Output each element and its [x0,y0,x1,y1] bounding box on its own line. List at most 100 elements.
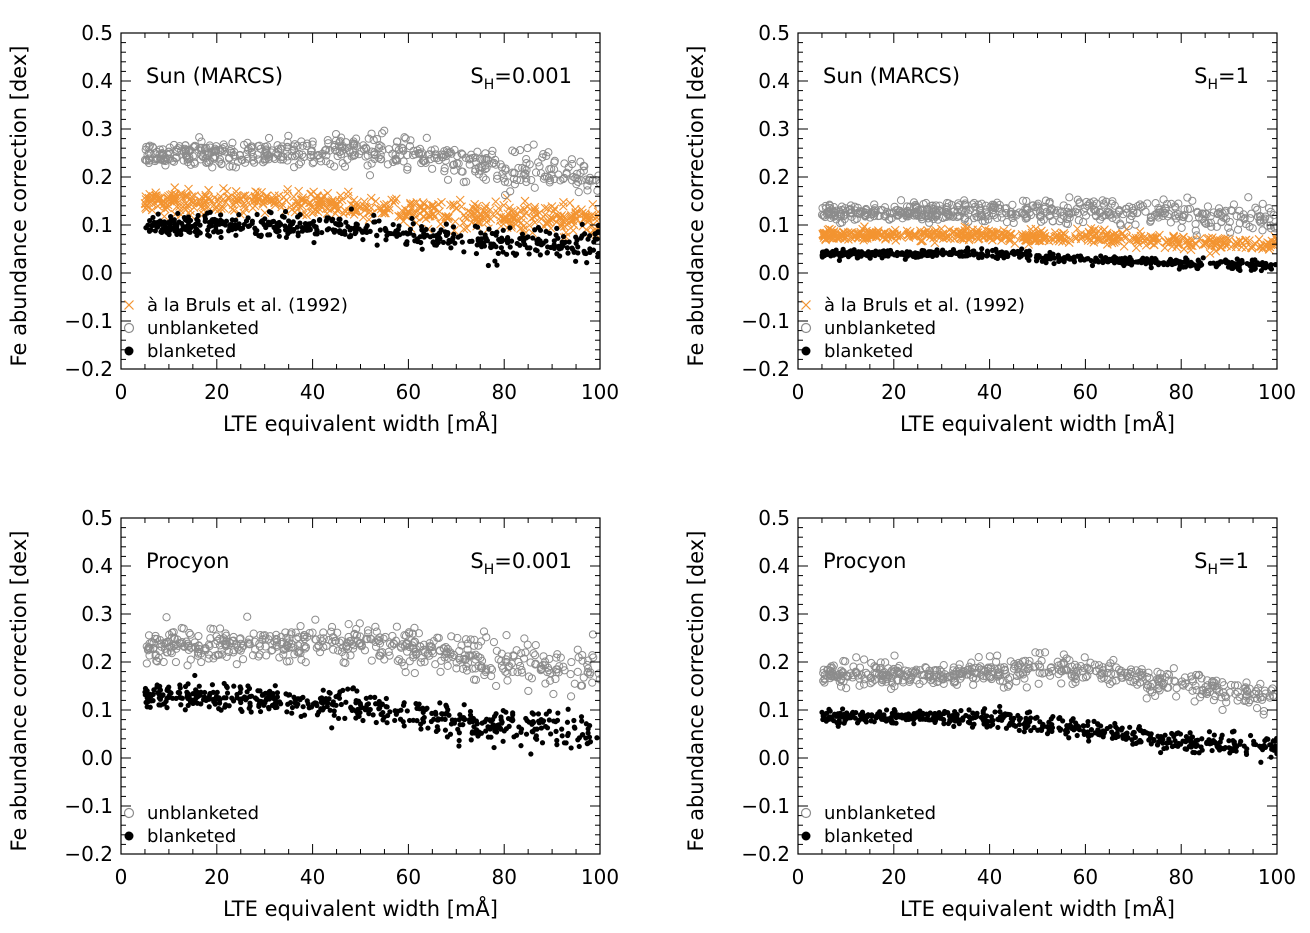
data-point [206,704,212,710]
data-point [391,154,400,163]
data-point [257,688,263,694]
data-point [383,695,389,702]
data-point [212,146,221,156]
data-point [282,657,291,666]
data-point [241,221,247,228]
data-point [1056,258,1062,265]
data-point [500,738,506,744]
data-point [195,133,204,142]
data-point [409,215,415,222]
data-point [323,218,329,224]
y-tick-label: −0.2 [64,842,113,866]
data-point [1016,670,1025,679]
data-point [892,231,902,241]
data-point [271,224,277,230]
data-point [1255,211,1264,221]
y-tick-label: 0.4 [81,554,113,578]
data-point [204,148,214,157]
data-point [380,717,386,723]
data-point [270,637,279,646]
data-point [560,159,569,168]
data-point [846,201,855,210]
data-point [474,641,483,650]
data-point [1041,196,1050,205]
data-point [254,211,260,218]
data-point [186,146,195,155]
data-point [195,198,205,208]
data-point [572,209,582,219]
data-point [225,162,234,171]
data-point [502,657,511,667]
data-point [289,163,299,172]
data-point [229,695,235,701]
data-point [1143,199,1152,208]
data-point [145,156,154,165]
legend-marker-filled-circle [801,346,811,356]
data-point [502,631,511,640]
data-point [834,232,844,242]
data-point [283,184,293,194]
data-point [363,161,372,170]
data-point [215,624,225,633]
data-point [939,679,948,688]
data-point [348,639,357,649]
data-point [479,720,485,726]
data-point [371,637,380,647]
data-point [529,729,535,735]
data-point [577,681,587,690]
data-point [187,217,194,224]
data-point [554,742,560,748]
data-point [999,683,1008,692]
data-point [187,229,193,235]
data-point [1263,238,1272,247]
data-point [917,236,926,246]
series-blanketed [819,245,1277,274]
data-point [419,227,425,233]
data-point [250,158,259,167]
data-point [582,175,591,184]
data-point [488,734,494,740]
y-tick-label: 0.4 [81,69,113,93]
data-point [1166,259,1172,265]
data-point [592,231,598,237]
data-point [1165,237,1174,247]
data-point [522,174,531,183]
data-point [876,250,882,256]
data-point [839,677,848,686]
data-point [428,164,437,173]
data-point [343,638,352,647]
data-point [463,639,472,648]
data-point [964,253,970,259]
data-point [380,709,386,716]
data-point [446,200,455,210]
data-point [449,160,459,169]
data-point [1173,209,1182,219]
data-point [1116,221,1125,230]
data-point [969,214,979,223]
data-point [1055,254,1061,260]
data-point [401,723,407,729]
data-point [356,710,362,716]
panel-title: Sun (MARCS) [823,64,960,88]
data-point [352,227,359,234]
data-point [588,199,598,209]
data-point [327,622,337,632]
data-point [543,238,549,244]
data-point [564,719,571,725]
data-point [435,646,445,656]
data-point [558,201,568,211]
data-point [511,734,517,740]
data-point [330,699,336,705]
data-point [289,192,299,202]
data-point [399,157,408,166]
data-point [287,222,294,228]
data-point [414,629,423,638]
data-point [265,152,274,161]
data-point [1005,252,1011,258]
data-point [232,660,241,669]
data-point [248,156,257,165]
data-point [512,252,518,258]
data-point [1071,678,1080,687]
data-point [885,209,894,218]
data-point [541,679,550,688]
